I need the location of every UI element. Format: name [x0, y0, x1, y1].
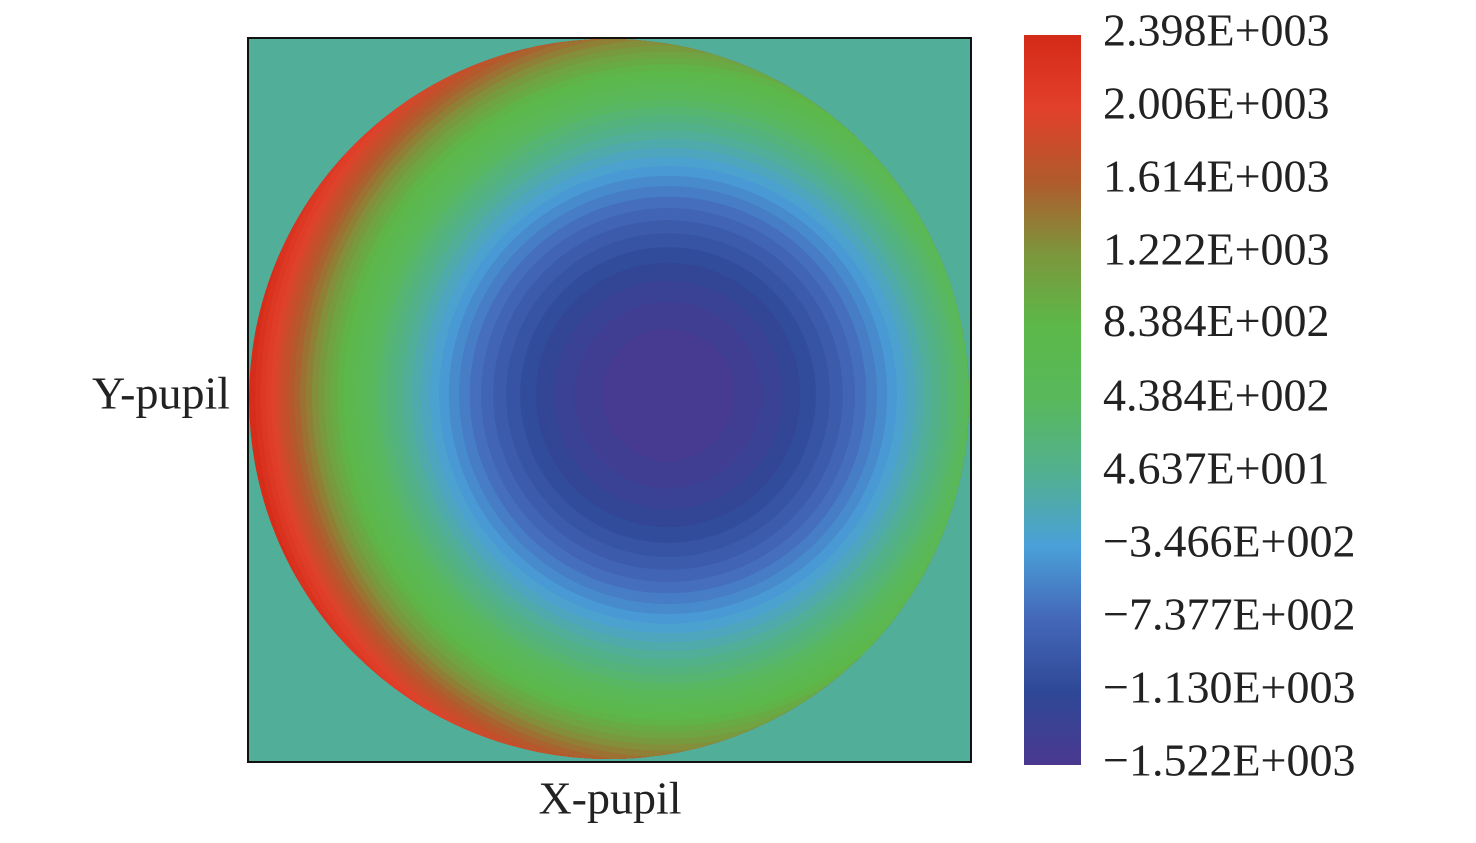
colorbar-tick-label: 4.637E+001	[1103, 442, 1330, 493]
colorbar	[1024, 35, 1081, 765]
pupil-map	[249, 39, 969, 759]
colorbar-tick-label: −1.522E+003	[1103, 735, 1355, 786]
plot-frame	[247, 37, 972, 763]
colorbar-tick-label: −7.377E+002	[1103, 589, 1355, 640]
colorbar-tick-label: −1.130E+003	[1103, 662, 1355, 713]
contour-band	[601, 328, 735, 462]
colorbar-tick-label: 1.614E+003	[1103, 151, 1330, 202]
x-axis-label: X-pupil	[538, 773, 681, 824]
colorbar-tick-label: 2.398E+003	[1103, 5, 1330, 56]
colorbar-tick-label: 4.384E+002	[1103, 369, 1330, 420]
colorbar-tick-label: 2.006E+003	[1103, 78, 1330, 129]
y-axis-label: Y-pupil	[92, 368, 230, 419]
colorbar-tick-label: 8.384E+002	[1103, 295, 1330, 346]
plot-area	[249, 39, 970, 761]
colorbar-tick-label: 1.222E+003	[1103, 224, 1330, 275]
colorbar-tick-label: −3.466E+002	[1103, 516, 1355, 567]
